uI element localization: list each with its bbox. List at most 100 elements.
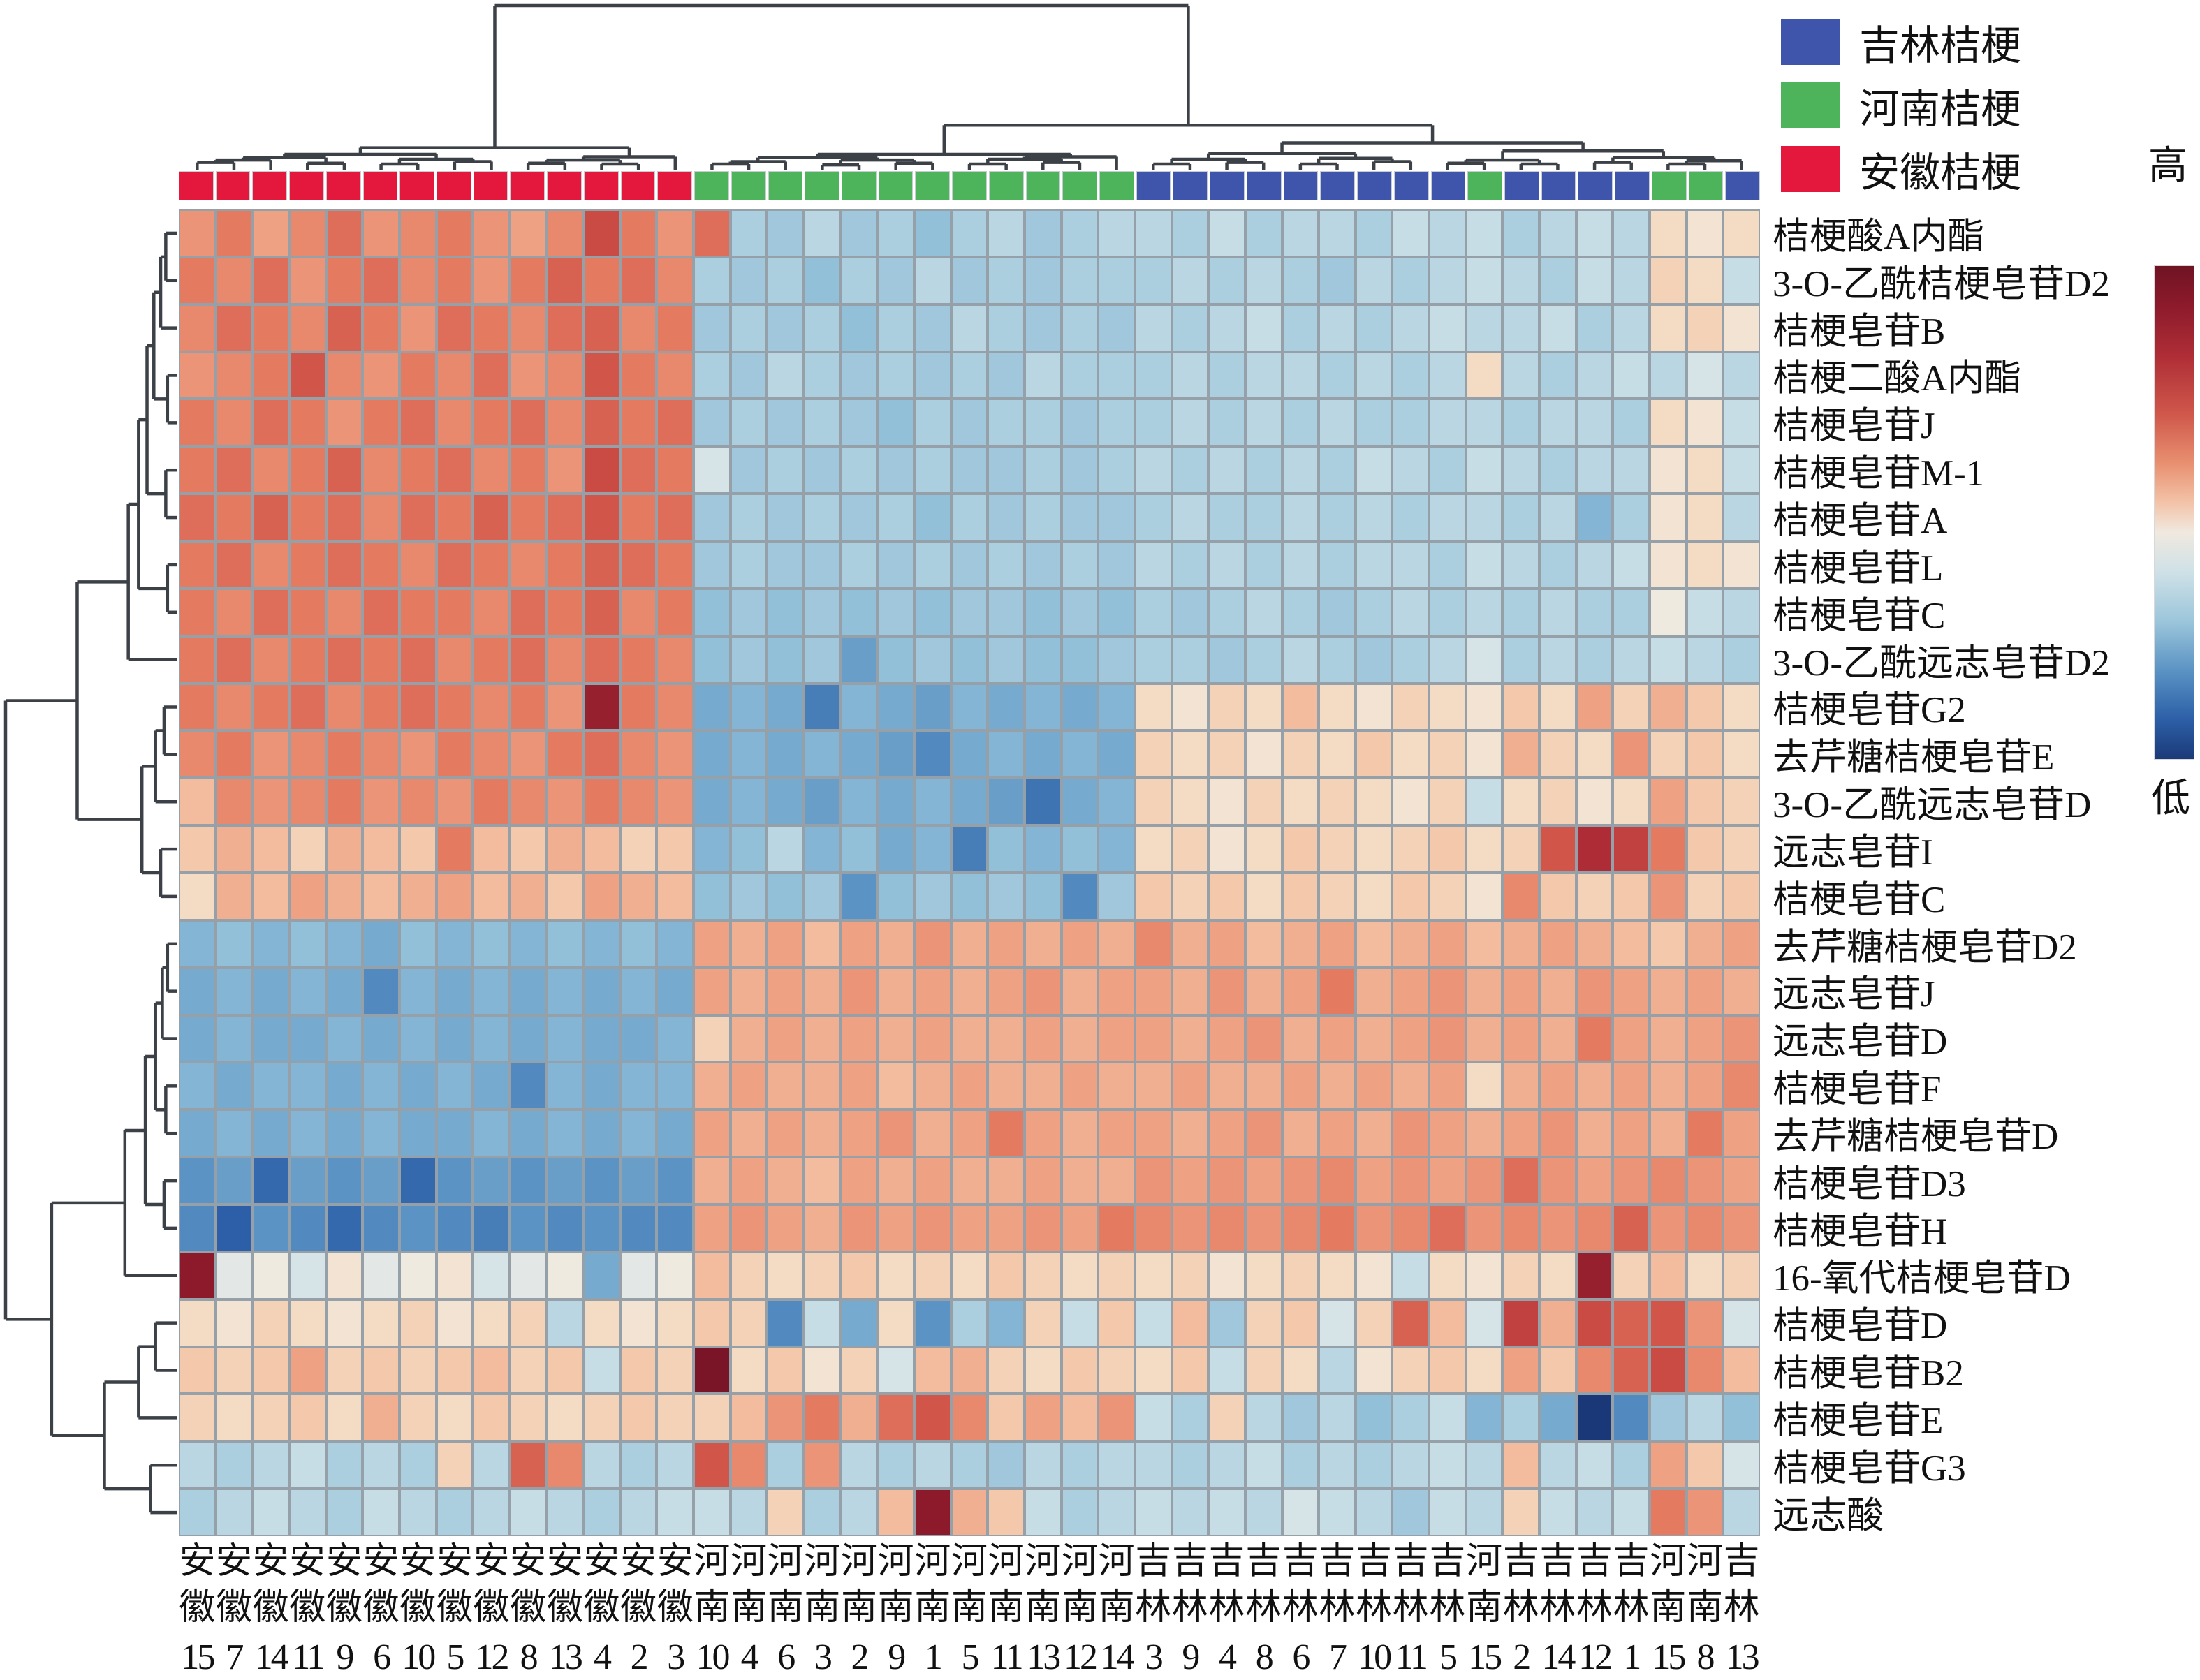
heatmap-cell — [1282, 825, 1319, 873]
heatmap-cell — [951, 730, 988, 779]
heatmap-cell — [1024, 1110, 1062, 1158]
heatmap-cell — [179, 778, 216, 826]
row-label: 去芹糖桔梗皂苷D2 — [1773, 927, 2077, 968]
heatmap-cell — [619, 872, 657, 920]
heatmap-cell — [988, 399, 1025, 447]
heatmap-cell — [877, 1251, 915, 1299]
heatmap-cell — [1245, 351, 1282, 399]
heatmap-cell — [1282, 588, 1319, 636]
heatmap-cell — [288, 351, 326, 399]
heatmap-cell — [436, 1394, 474, 1442]
heatmap-cell — [1539, 825, 1576, 873]
heatmap-cell — [1502, 1394, 1540, 1442]
heatmap-cell — [840, 730, 878, 779]
heatmap-cell — [840, 872, 878, 920]
heatmap-cell — [914, 209, 951, 257]
heatmap-cell — [1613, 778, 1650, 826]
heatmap-cell — [619, 1110, 657, 1158]
heatmap-cell — [179, 967, 216, 1015]
column-group-swatch — [1246, 171, 1282, 200]
heatmap-cell — [1171, 967, 1209, 1015]
row-label: 桔梗皂苷C — [1773, 879, 1946, 920]
heatmap-cell — [325, 446, 363, 494]
heatmap-cell — [1319, 683, 1356, 731]
heatmap-cell — [583, 730, 620, 779]
heatmap-cell — [546, 351, 584, 399]
heatmap-cell — [988, 494, 1025, 541]
heatmap-cell — [804, 635, 841, 684]
heatmap-cell — [473, 446, 510, 494]
heatmap-cell — [1723, 494, 1760, 541]
heatmap-cell — [325, 540, 363, 589]
heatmap-cell — [1208, 1157, 1245, 1204]
heatmap-cell — [1723, 920, 1760, 968]
heatmap-cell — [473, 778, 510, 826]
heatmap-cell — [730, 1062, 768, 1110]
column-group-swatch — [1136, 171, 1171, 200]
heatmap-cell — [179, 1489, 216, 1536]
heatmap-cell — [1576, 304, 1613, 352]
heatmap-cell — [1686, 399, 1724, 447]
heatmap-cell — [179, 920, 216, 968]
heatmap-cell — [951, 351, 988, 399]
heatmap-cell — [914, 256, 951, 304]
column-label: 河南 15 — [1466, 1539, 1503, 1679]
heatmap-cell — [619, 304, 657, 352]
heatmap-cell — [1392, 683, 1430, 731]
heatmap-cell — [1392, 872, 1430, 920]
heatmap-cell — [804, 256, 841, 304]
heatmap-cell — [1465, 256, 1503, 304]
heatmap-cell — [1245, 588, 1282, 636]
column-region-char-1: 吉 — [1319, 1542, 1356, 1582]
heatmap-cell — [1502, 1441, 1540, 1489]
heatmap-cell — [1613, 1251, 1650, 1299]
column-group-swatch — [1725, 171, 1760, 200]
heatmap-cell — [1723, 1489, 1760, 1536]
heatmap-cell — [436, 494, 474, 541]
heatmap-cell — [730, 446, 768, 494]
heatmap-cell — [252, 1489, 289, 1536]
heatmap-cell — [988, 872, 1025, 920]
column-region-char-2: 南 — [694, 1588, 731, 1628]
heatmap-cell — [215, 967, 253, 1015]
heatmap-cell — [509, 1441, 547, 1489]
heatmap-cell — [325, 494, 363, 541]
heatmap-cell — [1465, 1346, 1503, 1394]
heatmap-cell — [1392, 1299, 1430, 1347]
heatmap-cell — [509, 1204, 547, 1252]
heatmap-cell — [546, 399, 584, 447]
column-region-char-1: 河 — [694, 1542, 731, 1582]
heatmap-cell — [951, 683, 988, 731]
heatmap-cell — [1429, 540, 1466, 589]
heatmap-cell — [546, 1251, 584, 1299]
column-label: 安徽 12 — [473, 1539, 510, 1679]
heatmap-cell — [1061, 825, 1099, 873]
heatmap-cell — [1282, 540, 1319, 589]
heatmap-cell — [583, 1299, 620, 1347]
heatmap-cell — [767, 209, 805, 257]
column-region-char-1: 安 — [215, 1542, 252, 1582]
column-region-char-1: 河 — [1687, 1542, 1724, 1582]
heatmap-cell — [840, 1394, 878, 1442]
heatmap-cell — [1539, 1251, 1576, 1299]
heatmap-cell — [546, 1110, 584, 1158]
heatmap-cell — [767, 967, 805, 1015]
heatmap-cell — [1576, 1157, 1613, 1204]
heatmap-cell — [1539, 683, 1576, 731]
heatmap-cell — [1134, 825, 1172, 873]
heatmap-cell — [877, 1394, 915, 1442]
heatmap-cell — [1613, 209, 1650, 257]
heatmap-cell — [1502, 635, 1540, 684]
heatmap-cell — [619, 1299, 657, 1347]
heatmap-cell — [1686, 872, 1724, 920]
heatmap-cell — [1686, 256, 1724, 304]
heatmap-cell — [877, 730, 915, 779]
heatmap-cell — [546, 494, 584, 541]
heatmap-cell — [1686, 1015, 1724, 1063]
heatmap-cell — [1282, 1394, 1319, 1442]
heatmap-cell — [288, 1346, 326, 1394]
heatmap-cell — [730, 1110, 768, 1158]
column-sample-number: 8 — [1255, 1637, 1274, 1677]
heatmap-cell — [215, 446, 253, 494]
column-label: 河南 9 — [877, 1539, 914, 1679]
